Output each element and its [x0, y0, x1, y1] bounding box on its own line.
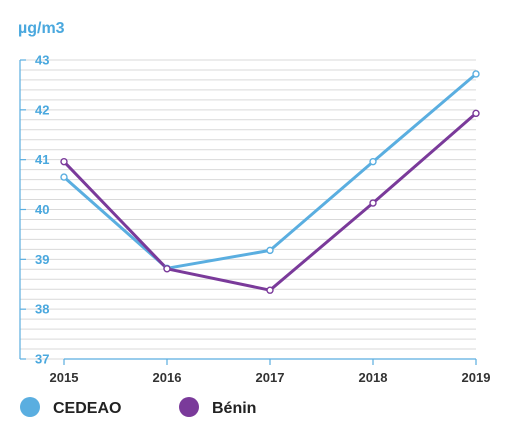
legend-label: Bénin [212, 400, 256, 417]
x-tick-label: 2017 [256, 370, 285, 385]
x-tick-label: 2015 [50, 370, 79, 385]
legend-swatch [179, 397, 199, 417]
legend-swatch [20, 397, 40, 417]
data-point-benin [60, 157, 68, 166]
data-point-benin [369, 199, 377, 207]
data-point-cedeao [472, 70, 480, 78]
y-axis-unit-label: µg/m3 [18, 20, 65, 37]
y-tick-label: 37 [35, 352, 49, 367]
y-tick-label: 43 [35, 53, 49, 68]
data-point-cedeao [266, 246, 274, 255]
y-tick-label: 40 [35, 202, 49, 217]
data-point-cedeao [60, 173, 68, 181]
legend: CEDEAO Bénin [20, 397, 256, 417]
y-tick-label: 41 [35, 152, 49, 167]
x-tick-label: 2018 [359, 370, 388, 385]
x-tick-label: 2019 [462, 370, 491, 385]
data-point-cedeao [369, 157, 377, 166]
x-tick-label: 2016 [153, 370, 182, 385]
data-point-benin [163, 265, 171, 273]
y-tick-label: 42 [35, 102, 49, 117]
data-point-benin [266, 286, 274, 294]
grid-lines [20, 59, 476, 360]
y-tick-label: 39 [35, 252, 49, 267]
series-layer [60, 70, 480, 294]
axes: 37 38 39 40 41 42 43 2015 2016 2017 2018 2019 [19, 53, 491, 385]
legend-label: CEDEAO [53, 400, 121, 417]
data-point-benin [472, 109, 480, 118]
y-tick-label: 38 [35, 302, 49, 317]
